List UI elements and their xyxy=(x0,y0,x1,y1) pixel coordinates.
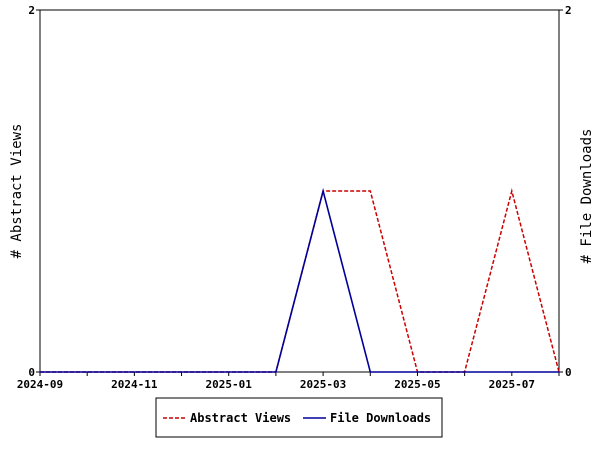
right-y-tick-label: 0 xyxy=(565,366,572,379)
series-line-file-downloads xyxy=(40,187,559,373)
x-tick-label: 2025-03 xyxy=(300,378,346,391)
legend-label-file-downloads: File Downloads xyxy=(330,411,431,425)
right-y-axis: 02 xyxy=(559,4,572,379)
legend-box xyxy=(155,397,443,438)
plot-area xyxy=(39,9,560,373)
left-y-tick-label: 2 xyxy=(28,4,35,17)
x-axis: 2024-09 2024-11 2025-01 2025-03 2025-05 2025-… xyxy=(17,372,560,391)
right-axis-title: # File Downloads xyxy=(579,129,595,264)
legend: Abstract Views File Downloads xyxy=(155,397,443,438)
left-axis-title: # Abstract Views xyxy=(9,124,25,259)
series-layer xyxy=(40,187,560,373)
x-tick-label: 2025-07 xyxy=(489,378,535,391)
x-tick-label: 2025-01 xyxy=(206,378,253,391)
x-tick-label: 2025-05 xyxy=(394,378,440,391)
legend-label-abstract-views: Abstract Views xyxy=(190,411,291,425)
right-y-tick-label: 2 xyxy=(565,4,572,17)
left-y-axis: 02 xyxy=(28,4,40,379)
x-tick-label: 2024-11 xyxy=(111,378,158,391)
x-tick-label: 2024-09 xyxy=(17,378,63,391)
left-y-tick-label: 0 xyxy=(28,366,35,379)
plot-frame xyxy=(39,9,560,373)
